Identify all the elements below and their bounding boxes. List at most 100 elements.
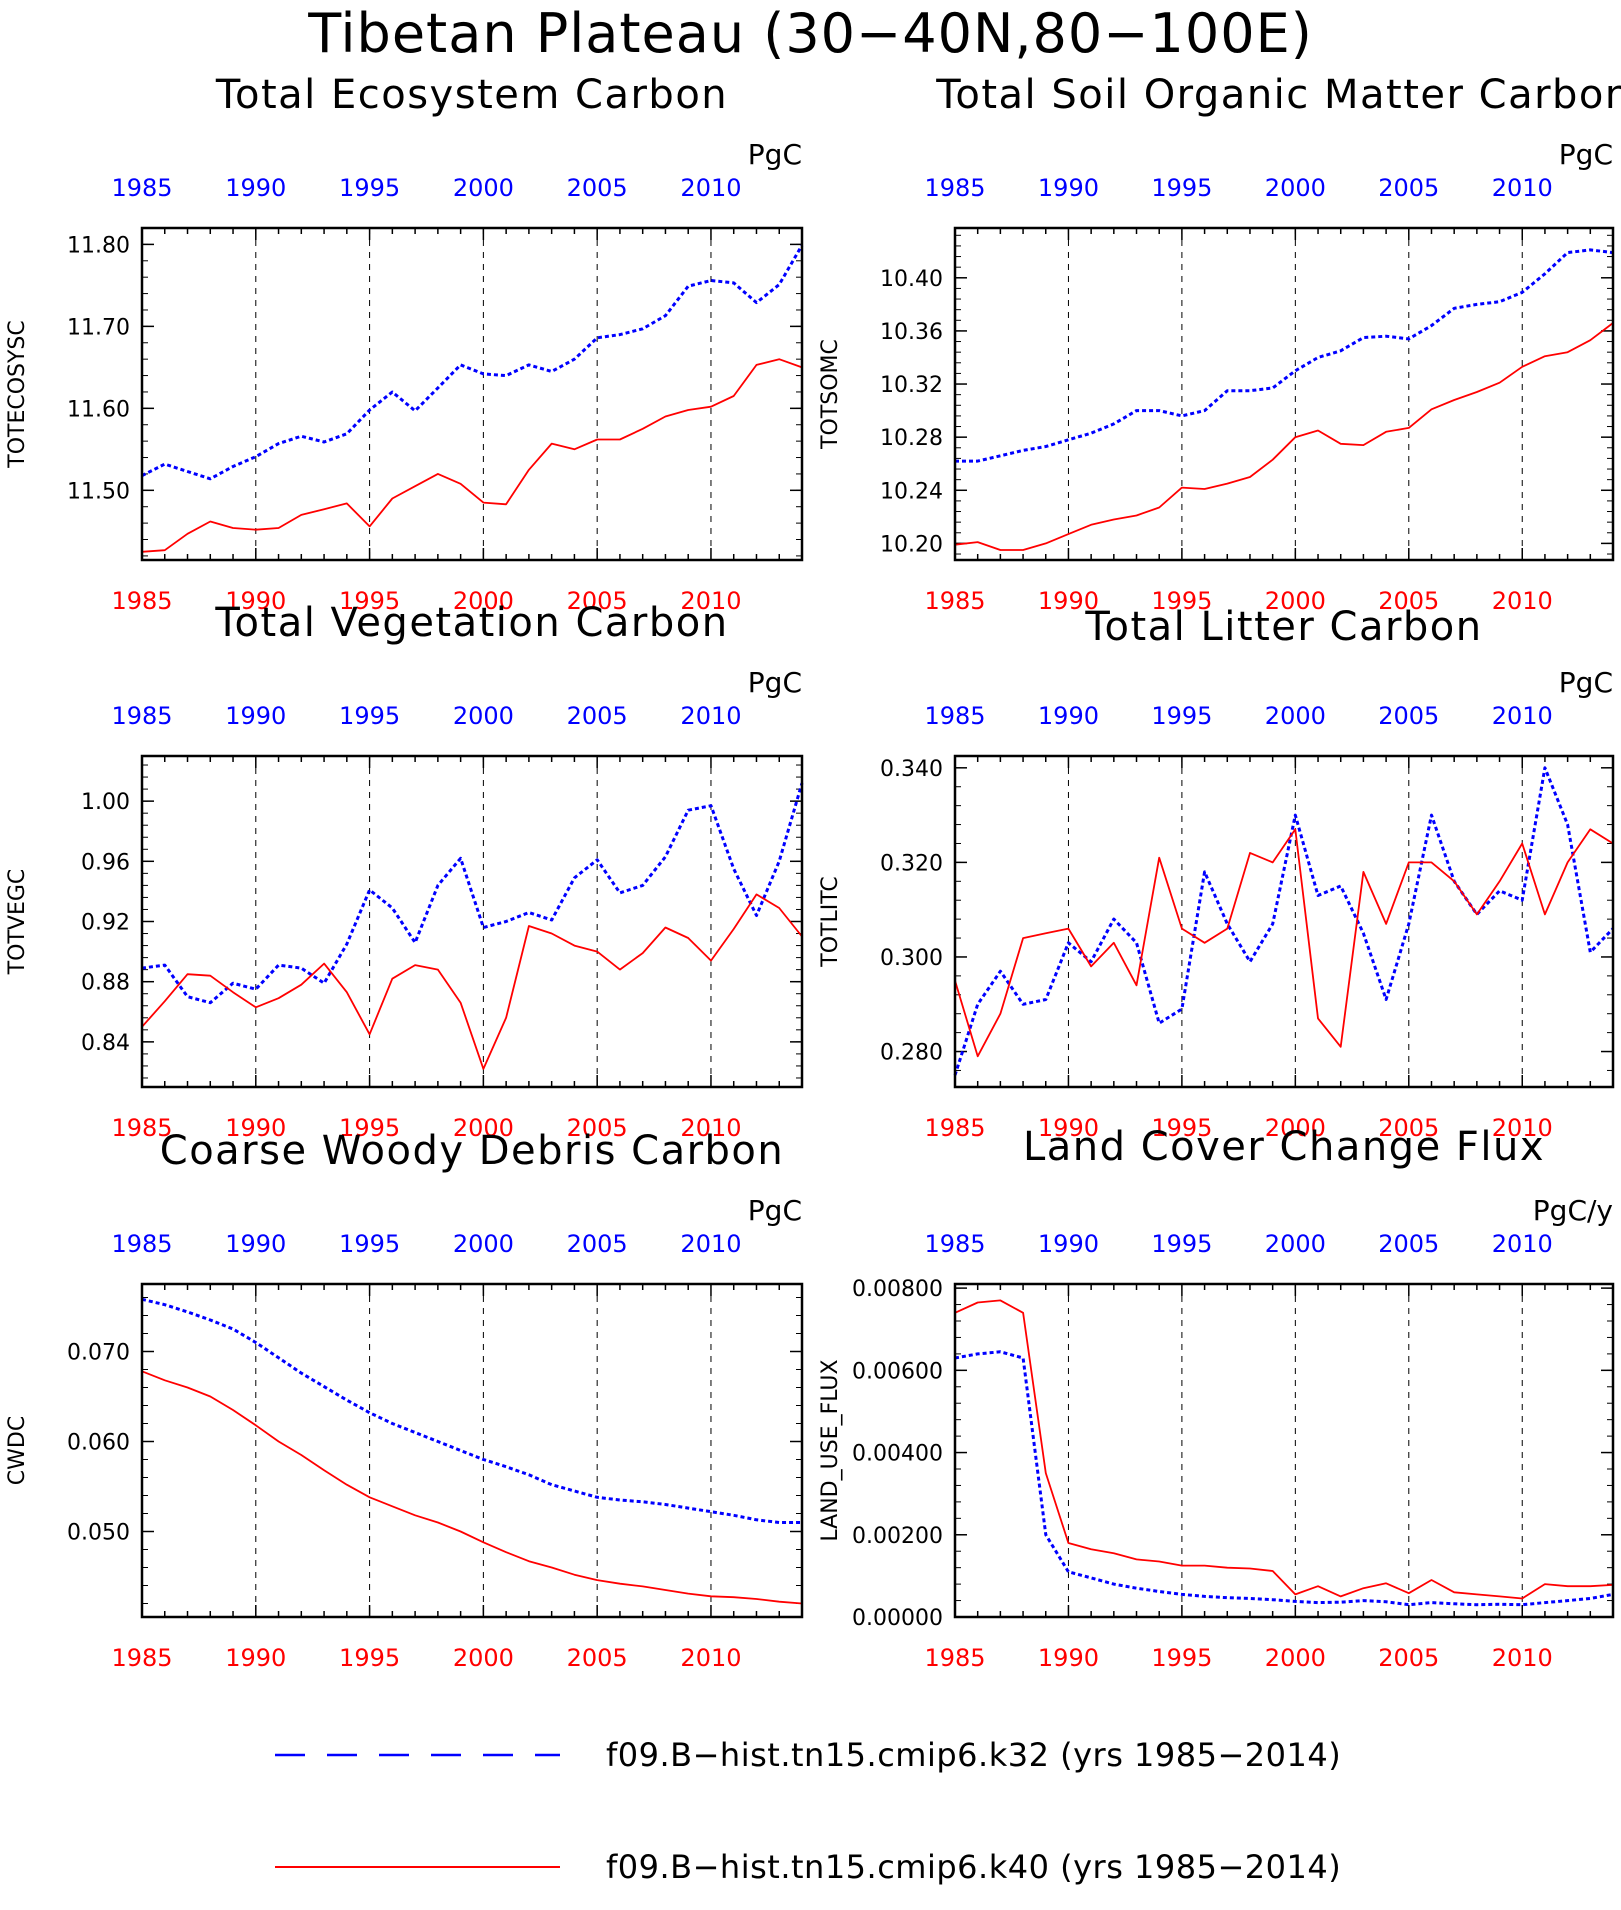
x-tick-label-bottom: 1995 <box>1151 1114 1212 1142</box>
y-tick-label: 0.00200 <box>852 1524 943 1549</box>
plot-frame <box>140 1282 804 1619</box>
x-tick-label-top: 1985 <box>924 702 985 730</box>
panel-title: Total Soil Organic Matter Carbon <box>935 72 1621 118</box>
x-tick-label-bottom: 2005 <box>567 1644 628 1672</box>
x-tick-label-top: 2000 <box>1265 174 1326 202</box>
x-tick-label-top: 2000 <box>453 702 514 730</box>
x-tick-label-bottom: 1995 <box>339 1114 400 1142</box>
series-line-k40 <box>954 1299 1614 1600</box>
plot-frame <box>140 754 804 1089</box>
x-tick-label-top: 2005 <box>567 174 628 202</box>
x-tick-label-bottom: 1990 <box>225 587 286 615</box>
y-tick-label: 0.070 <box>67 1341 130 1366</box>
y-axis-label: CWDC <box>5 1416 30 1485</box>
y-tick-label: 10.28 <box>880 426 943 451</box>
x-tick-label-top: 2005 <box>1378 174 1439 202</box>
x-tick-label-bottom: 1995 <box>1151 1644 1212 1672</box>
y-tick-label: 11.50 <box>67 479 130 504</box>
x-tick-label-top: 2010 <box>680 174 741 202</box>
x-tick-label-top: 2005 <box>567 702 628 730</box>
series-line-k40 <box>954 322 1614 551</box>
y-tick-label: 0.88 <box>81 971 130 996</box>
x-tick-label-bottom: 2000 <box>1265 587 1326 615</box>
x-tick-label-bottom: 2000 <box>1265 1114 1326 1142</box>
legend-line-k32 <box>275 1753 560 1757</box>
x-tick-label-top: 1990 <box>1038 702 1099 730</box>
y-axis-label: TOTECOSYSC <box>5 320 30 469</box>
series-line-k32 <box>953 766 1615 1076</box>
y-tick-label: 0.00800 <box>852 1277 943 1302</box>
series-line-k40 <box>141 358 803 553</box>
x-tick-label-top: 1990 <box>1038 174 1099 202</box>
y-tick-label: 0.92 <box>81 911 130 936</box>
x-tick-label-top: 2005 <box>567 1230 628 1258</box>
y-tick-label: 10.40 <box>880 267 943 292</box>
x-tick-label-bottom: 2005 <box>1378 1114 1439 1142</box>
x-tick-label-bottom: 2000 <box>453 1114 514 1142</box>
series-line-k32 <box>141 244 804 481</box>
x-tick-label-bottom: 2010 <box>680 587 741 615</box>
y-tick-label: 10.36 <box>880 320 943 345</box>
x-tick-label-top: 1995 <box>1151 702 1212 730</box>
x-tick-label-bottom: 1990 <box>1038 1644 1099 1672</box>
x-tick-label-bottom: 1995 <box>339 587 400 615</box>
x-tick-label-top: 1985 <box>111 702 172 730</box>
y-tick-label: 0.00600 <box>852 1359 943 1384</box>
x-tick-label-top: 2010 <box>1492 1230 1553 1258</box>
plot-frame <box>953 754 1615 1089</box>
unit-label: PgC/y <box>1533 1194 1613 1227</box>
legend-label-k32: f09.B−hist.tn15.cmip6.k32 (yrs 1985−2014… <box>606 1736 1342 1774</box>
series-line-k40 <box>954 828 1614 1058</box>
x-tick-label-bottom: 1985 <box>111 587 172 615</box>
unit-label: PgC <box>1559 666 1613 699</box>
x-tick-label-top: 1995 <box>339 702 400 730</box>
y-tick-label: 0.050 <box>67 1521 130 1546</box>
x-tick-label-bottom: 2000 <box>1265 1644 1326 1672</box>
x-tick-label-top: 2010 <box>1492 702 1553 730</box>
x-tick-label-top: 2010 <box>680 702 741 730</box>
x-tick-label-top: 2000 <box>453 1230 514 1258</box>
plot-frame <box>953 1282 1615 1619</box>
y-tick-label: 0.84 <box>81 1031 130 1056</box>
x-tick-label-top: 2010 <box>1492 174 1553 202</box>
x-tick-label-bottom: 1995 <box>1151 587 1212 615</box>
x-tick-label-bottom: 1985 <box>924 1644 985 1672</box>
legend-line-k40 <box>275 1866 560 1868</box>
figure-title: Tibetan Plateau (30−40N,80−100E) <box>308 2 1313 65</box>
unit-label: PgC <box>748 138 802 171</box>
y-tick-label: 10.20 <box>880 532 943 557</box>
x-tick-label-bottom: 1990 <box>225 1114 286 1142</box>
panel-title: Coarse Woody Debris Carbon <box>160 1128 784 1174</box>
y-tick-label: 0.96 <box>81 850 130 875</box>
y-axis-label: LAND_USE_FLUX <box>818 1359 843 1541</box>
x-tick-label-top: 1985 <box>111 1230 172 1258</box>
plot-frame <box>140 226 804 562</box>
x-tick-label-top: 2000 <box>1265 1230 1326 1258</box>
x-tick-label-top: 1985 <box>924 1230 985 1258</box>
x-tick-label-bottom: 2010 <box>1492 587 1553 615</box>
legend-label-k40: f09.B−hist.tn15.cmip6.k40 (yrs 1985−2014… <box>606 1848 1342 1886</box>
x-tick-label-bottom: 1990 <box>225 1644 286 1672</box>
unit-label: PgC <box>1559 138 1613 171</box>
y-tick-label: 0.00400 <box>852 1442 943 1467</box>
y-tick-label: 0.060 <box>67 1431 130 1456</box>
y-tick-label: 0.00000 <box>852 1606 943 1631</box>
unit-label: PgC <box>748 666 802 699</box>
panel-title: Total Litter Carbon <box>1084 604 1482 650</box>
x-tick-label-top: 2005 <box>1378 1230 1439 1258</box>
series-line-k32 <box>955 248 1614 463</box>
x-tick-label-bottom: 1995 <box>339 1644 400 1672</box>
x-tick-label-top: 2000 <box>1265 702 1326 730</box>
plot-frame <box>953 226 1615 562</box>
x-tick-label-top: 1995 <box>1151 1230 1212 1258</box>
series-line-k32 <box>954 1350 1614 1607</box>
panel-title: Total Vegetation Carbon <box>214 600 728 646</box>
x-tick-label-bottom: 2000 <box>453 1644 514 1672</box>
x-tick-label-bottom: 2005 <box>1378 1644 1439 1672</box>
x-tick-label-bottom: 1985 <box>924 1114 985 1142</box>
x-tick-label-bottom: 1985 <box>111 1114 172 1142</box>
x-tick-label-top: 1990 <box>225 174 286 202</box>
